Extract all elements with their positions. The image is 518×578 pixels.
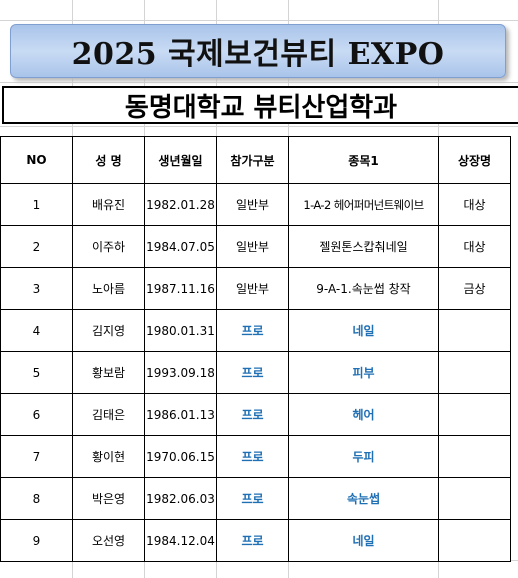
cell-award[interactable]: 금상 xyxy=(438,267,511,310)
cell-no[interactable]: 2 xyxy=(0,225,73,268)
cell-event[interactable]: 9-A-1.속눈썹 창작 xyxy=(288,267,439,310)
cell-division[interactable]: 프로 xyxy=(216,351,289,394)
cell-award[interactable] xyxy=(438,393,511,436)
cell-birth[interactable]: 1970.06.15 xyxy=(144,435,217,478)
department-title: 동명대학교 뷰티산업학과 xyxy=(124,92,398,123)
cell-name[interactable]: 김지영 xyxy=(72,309,145,352)
cell-division[interactable]: 일반부 xyxy=(216,183,289,226)
participant-table: NO 성 명 생년월일 참가구분 종목1 상장명 1 배유진 1982.01.2… xyxy=(0,136,511,562)
cell-name[interactable]: 박은영 xyxy=(72,477,145,520)
cell-event[interactable]: 속눈썹 xyxy=(288,477,439,520)
cell-no[interactable]: 5 xyxy=(0,351,73,394)
cell-event[interactable]: 피부 xyxy=(288,351,439,394)
cell-name[interactable]: 이주하 xyxy=(72,225,145,268)
header-name[interactable]: 성 명 xyxy=(72,136,145,184)
cell-no[interactable]: 6 xyxy=(0,393,73,436)
table-row: 6 김태은 1986.01.13 프로 헤어 xyxy=(0,393,511,436)
cell-award[interactable] xyxy=(438,351,511,394)
header-row: NO 성 명 생년월일 참가구분 종목1 상장명 xyxy=(0,136,511,184)
cell-event[interactable]: 헤어 xyxy=(288,393,439,436)
header-division[interactable]: 참가구분 xyxy=(216,136,289,184)
table-row: 5 황보람 1993.09.18 프로 피부 xyxy=(0,351,511,394)
cell-birth[interactable]: 1984.07.05 xyxy=(144,225,217,268)
cell-no[interactable]: 7 xyxy=(0,435,73,478)
cell-award[interactable] xyxy=(438,477,511,520)
header-birth[interactable]: 생년월일 xyxy=(144,136,217,184)
page-title: 2025 국제보건뷰티 EXPO xyxy=(71,37,445,72)
cell-event[interactable]: 두피 xyxy=(288,435,439,478)
cell-division[interactable]: 프로 xyxy=(216,519,289,562)
cell-award[interactable]: 대상 xyxy=(438,225,511,268)
cell-award[interactable] xyxy=(438,309,511,352)
cell-birth[interactable]: 1987.11.16 xyxy=(144,267,217,310)
table-row: 7 황이현 1970.06.15 프로 두피 xyxy=(0,435,511,478)
cell-name[interactable]: 노아름 xyxy=(72,267,145,310)
cell-name[interactable]: 김태은 xyxy=(72,393,145,436)
cell-award[interactable]: 대상 xyxy=(438,183,511,226)
cell-birth[interactable]: 1993.09.18 xyxy=(144,351,217,394)
cell-award[interactable] xyxy=(438,435,511,478)
cell-birth[interactable]: 1980.01.31 xyxy=(144,309,217,352)
cell-division[interactable]: 프로 xyxy=(216,477,289,520)
table-row: 4 김지영 1980.01.31 프로 네일 xyxy=(0,309,511,352)
cell-name[interactable]: 황이현 xyxy=(72,435,145,478)
cell-division[interactable]: 프로 xyxy=(216,393,289,436)
cell-no[interactable]: 8 xyxy=(0,477,73,520)
cell-award[interactable] xyxy=(438,519,511,562)
subtitle-cell[interactable]: 동명대학교 뷰티산업학과 xyxy=(2,86,518,124)
cell-no[interactable]: 1 xyxy=(0,183,73,226)
table-row: 9 오선영 1984.12.04 프로 네일 xyxy=(0,519,511,562)
title-banner: 2025 국제보건뷰티 EXPO xyxy=(10,24,506,78)
cell-event[interactable]: 네일 xyxy=(288,309,439,352)
cell-event[interactable]: 젤원톤스캅춰네일 xyxy=(288,225,439,268)
cell-event[interactable]: 네일 xyxy=(288,519,439,562)
cell-division[interactable]: 일반부 xyxy=(216,225,289,268)
cell-division[interactable]: 일반부 xyxy=(216,267,289,310)
cell-birth[interactable]: 1982.06.03 xyxy=(144,477,217,520)
header-event[interactable]: 종목1 xyxy=(288,136,439,184)
header-no[interactable]: NO xyxy=(0,136,73,184)
cell-no[interactable]: 9 xyxy=(0,519,73,562)
cell-name[interactable]: 오선영 xyxy=(72,519,145,562)
cell-division[interactable]: 프로 xyxy=(216,309,289,352)
table-row: 8 박은영 1982.06.03 프로 속눈썹 xyxy=(0,477,511,520)
cell-event[interactable]: 1-A-2 헤어퍼머넌트웨이브 xyxy=(288,183,439,226)
cell-name[interactable]: 황보람 xyxy=(72,351,145,394)
cell-birth[interactable]: 1984.12.04 xyxy=(144,519,217,562)
cell-division[interactable]: 프로 xyxy=(216,435,289,478)
cell-birth[interactable]: 1982.01.28 xyxy=(144,183,217,226)
table-row: 1 배유진 1982.01.28 일반부 1-A-2 헤어퍼머넌트웨이브 대상 xyxy=(0,183,511,226)
header-award[interactable]: 상장명 xyxy=(438,136,511,184)
cell-name[interactable]: 배유진 xyxy=(72,183,145,226)
cell-no[interactable]: 3 xyxy=(0,267,73,310)
cell-birth[interactable]: 1986.01.13 xyxy=(144,393,217,436)
table-row: 3 노아름 1987.11.16 일반부 9-A-1.속눈썹 창작 금상 xyxy=(0,267,511,310)
table-row: 2 이주하 1984.07.05 일반부 젤원톤스캅춰네일 대상 xyxy=(0,225,511,268)
cell-no[interactable]: 4 xyxy=(0,309,73,352)
